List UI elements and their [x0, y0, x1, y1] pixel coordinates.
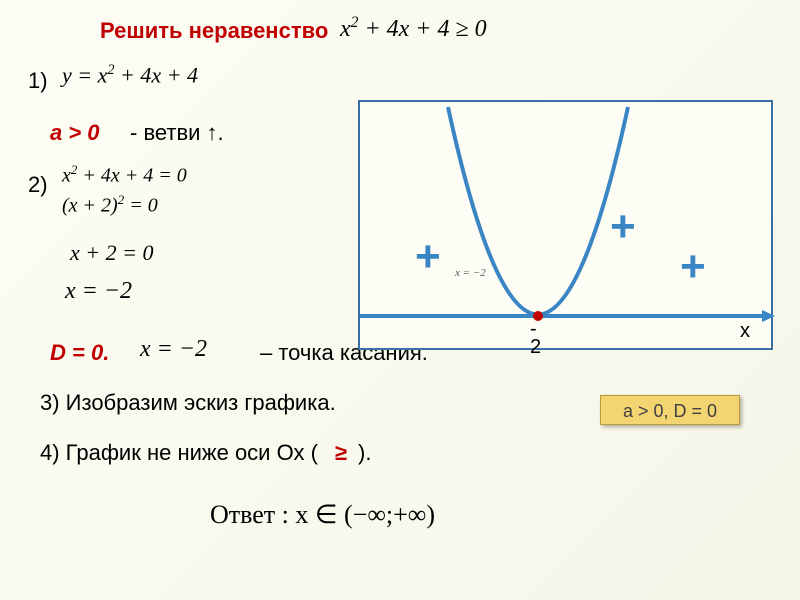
condition-badge: a > 0, D = 0 — [600, 395, 740, 425]
step4-close-paren: ). — [358, 440, 371, 466]
step1-number: 1) — [28, 68, 48, 94]
a-condition-text: - ветви ↑. — [130, 120, 224, 146]
neg2-label: -2 — [530, 320, 541, 356]
plus-sign-3: + — [680, 242, 706, 292]
answer: Ответ : x ∈ (−∞;+∞) — [210, 500, 435, 530]
step2-number: 2) — [28, 172, 48, 198]
step4-ge-symbol: ≥ — [335, 440, 347, 466]
title-equation: x2 + 4x + 4 ≥ 0 — [340, 14, 487, 43]
step3-text: 3) Изобразим эскиз графика. — [40, 390, 336, 416]
d-x-value: x = −2 — [140, 336, 207, 363]
x-axis-label: x — [740, 320, 750, 343]
step4-text: 4) График не ниже оси Ох ( — [40, 440, 318, 466]
step2-eq2: (x + 2)2 = 0 — [62, 192, 158, 218]
step1-equation: y = x2 + 4x + 4 — [62, 62, 198, 88]
plus-sign-2: + — [610, 202, 636, 252]
plus-sign-1: + — [415, 232, 441, 282]
a-condition: a > 0 — [50, 120, 100, 146]
step2-eq3: x + 2 = 0 — [70, 240, 153, 266]
parabola-curve — [448, 107, 628, 315]
x-axis-arrow — [762, 310, 775, 322]
graph-box: + + + x = −2 — [358, 100, 773, 350]
step2-eq4: x = −2 — [65, 278, 132, 305]
title: Решить неравенство — [100, 18, 328, 44]
d-condition: D = 0. — [50, 340, 109, 366]
step2-eq1: x2 + 4x + 4 = 0 — [62, 162, 187, 188]
graph-svg — [360, 102, 775, 352]
x-equals-label: x = −2 — [455, 267, 486, 279]
